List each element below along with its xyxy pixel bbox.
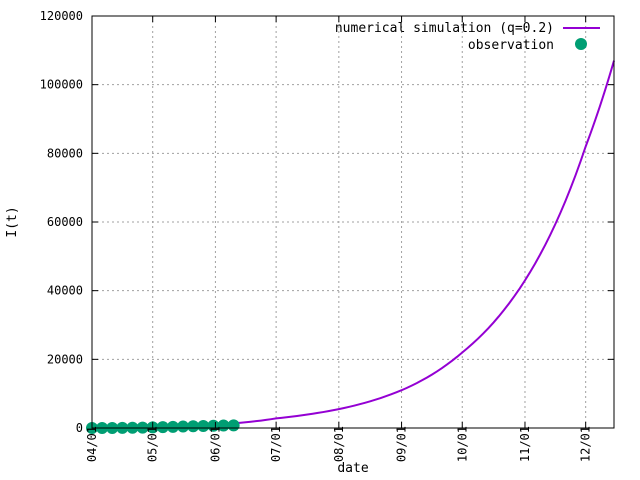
legend-label-observation: observation [468,38,554,53]
simulation-line [91,60,615,428]
legend: numerical simulation (q=0.2) observation [335,21,600,53]
grid-lines [92,16,614,428]
y-tick-label: 40000 [47,284,83,298]
observation-point [156,421,169,434]
x-tick-label: 09/01 [395,426,409,462]
observation-point [187,420,200,433]
x-tick-label: 05/01 [146,426,160,462]
y-tick-label: 60000 [47,215,83,229]
axis-ticks: 0 20000 40000 60000 80000 100000 120000 04/01 05… [40,9,614,462]
y-tick-label: 100000 [40,78,83,92]
observation-point [177,420,190,433]
y-tick-label: 120000 [40,9,83,23]
legend-label-simulation: numerical simulation (q=0.2) [335,21,554,36]
x-tick-label: 04/01 [85,426,99,462]
observation-point [166,420,179,433]
x-tick-label: 07/01 [269,426,283,462]
observation-point [217,419,230,432]
y-axis-label: I(t) [5,206,20,237]
x-axis-label: date [337,461,368,476]
legend-dot-swatch [575,38,587,50]
x-tick-label: 08/01 [332,426,346,462]
observation-point [207,419,220,432]
y-tick-label: 80000 [47,146,83,160]
observation-point [197,420,210,433]
observation-point [227,419,240,432]
x-tick-label: 12/01 [579,426,593,462]
x-tick-label: 11/01 [518,426,532,462]
x-tick-label: 10/01 [455,426,469,462]
y-tick-label: 20000 [47,352,83,366]
plot-area [86,60,615,434]
x-tick-label: 06/01 [208,426,222,462]
y-tick-label: 0 [76,421,83,435]
